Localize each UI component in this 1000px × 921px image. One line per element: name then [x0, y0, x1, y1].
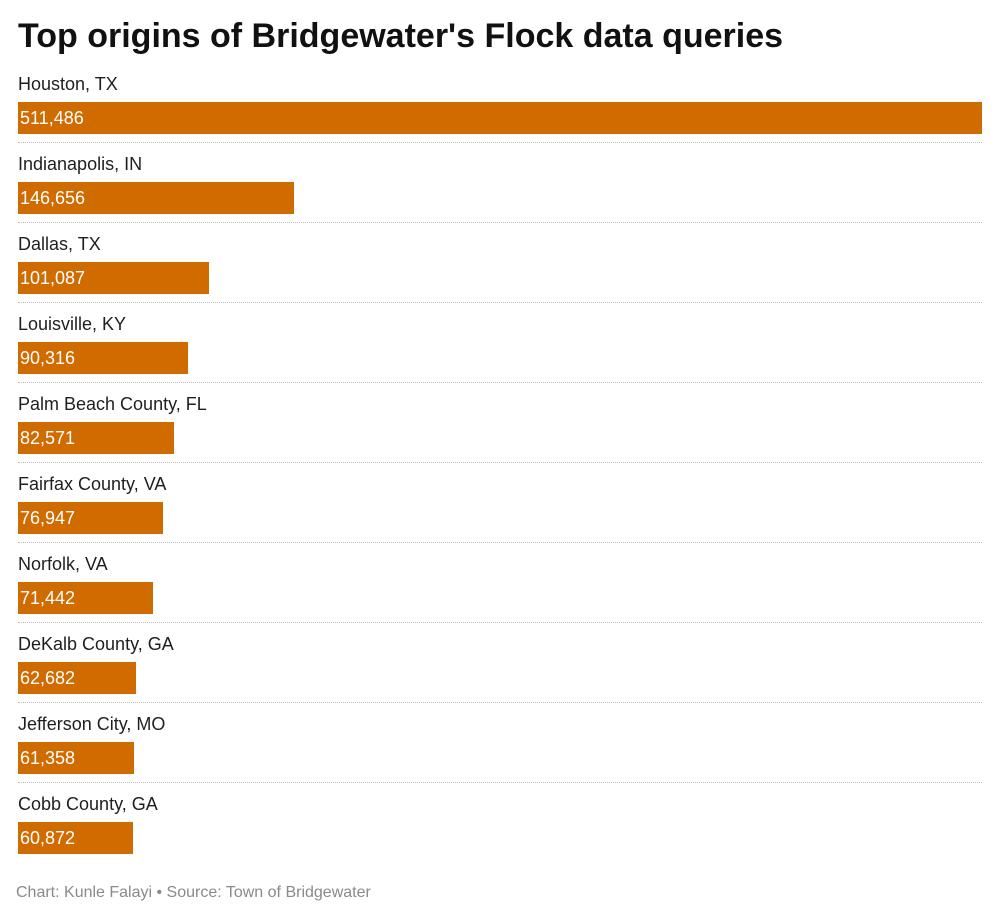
category-label: Louisville, KY	[18, 314, 127, 334]
bar-value-label: 101,087	[20, 268, 86, 288]
bar-row: Norfolk, VA 71,442	[18, 550, 982, 630]
category-label: Fairfax County, VA	[18, 474, 167, 494]
chart-source-credit: Chart: Kunle Falayi • Source: Town of Br…	[16, 884, 371, 901]
bar-value-label: 90,316	[20, 348, 76, 368]
category-label: Indianapolis, IN	[18, 154, 143, 174]
bar	[18, 422, 174, 454]
bar-value-label: 146,656	[20, 188, 86, 208]
bar	[18, 582, 153, 614]
bar-value-label: 82,571	[20, 428, 76, 448]
category-label: Houston, TX	[18, 74, 118, 94]
bar-row: Houston, TX 511,486	[18, 70, 982, 150]
bar-row: DeKalb County, GA 62,682	[18, 630, 982, 710]
bar	[18, 262, 209, 294]
chart-title: Top origins of Bridgewater's Flock data …	[18, 17, 784, 55]
bar-row: Palm Beach County, FL 82,571	[18, 390, 982, 470]
row-divider	[18, 462, 982, 463]
bar-value-label: 71,442	[20, 588, 76, 608]
row-divider	[18, 622, 982, 623]
bar	[18, 662, 136, 694]
bar	[18, 742, 134, 774]
row-divider	[18, 302, 982, 303]
bar	[18, 822, 133, 854]
bar-value-label: 511,486	[20, 108, 84, 128]
bar-chart: Houston, TX 511,486 Indianapolis, IN 146…	[18, 70, 982, 870]
bar-row: Louisville, KY 90,316	[18, 310, 982, 390]
bar	[18, 102, 982, 134]
row-divider	[18, 382, 982, 383]
bar	[18, 342, 188, 374]
category-label: Jefferson City, MO	[18, 714, 166, 734]
row-divider	[18, 542, 982, 543]
bar	[18, 182, 294, 214]
bar-row: Dallas, TX 101,087	[18, 230, 982, 310]
bar-row: Indianapolis, IN 146,656	[18, 150, 982, 230]
bar-value-label: 76,947	[20, 508, 76, 528]
category-label: Norfolk, VA	[18, 554, 108, 574]
bar-value-label: 61,358	[20, 748, 76, 768]
row-divider	[18, 702, 982, 703]
category-label: Palm Beach County, FL	[18, 394, 207, 414]
category-label: DeKalb County, GA	[18, 634, 174, 654]
row-divider	[18, 222, 982, 223]
bar	[18, 502, 163, 534]
bar-row: Jefferson City, MO 61,358	[18, 710, 982, 790]
bar-value-label: 60,872	[20, 828, 76, 848]
category-label: Cobb County, GA	[18, 794, 158, 814]
bar-value-label: 62,682	[20, 668, 76, 688]
category-label: Dallas, TX	[18, 234, 101, 254]
row-divider	[18, 142, 982, 143]
row-divider	[18, 782, 982, 783]
bar-row: Cobb County, GA 60,872	[18, 790, 982, 870]
bar-row: Fairfax County, VA 76,947	[18, 470, 982, 550]
